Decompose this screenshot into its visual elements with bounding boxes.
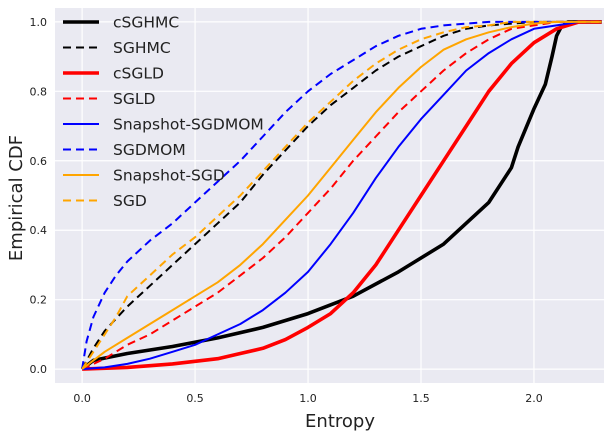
legend-label-snapshot-sgd: Snapshot-SGD	[113, 167, 225, 185]
legend-label-csghmc: cSGHMC	[113, 14, 179, 32]
y-axis-label: Empirical CDF	[6, 135, 27, 261]
legend-label-snapshot-sgdmom: Snapshot-SGDMOM	[113, 116, 264, 134]
legend: cSGHMC SGHMC cSGLD SGLD Snapshot-SGDMOM SGDMO…	[63, 14, 264, 210]
y-tick-label: 0.0	[30, 363, 48, 376]
plot-background	[55, 8, 604, 383]
y-tick-label: 0.6	[30, 155, 48, 168]
series-line-snapshot-sgdmom	[82, 20, 602, 371]
legend-label-sgd: SGD	[113, 192, 147, 210]
legend-label-sgdmom: SGDMOM	[113, 141, 186, 159]
legend-label-sgld: SGLD	[113, 90, 155, 108]
series-lines	[81, 20, 602, 371]
legend-label-sghmc: SGHMC	[113, 39, 171, 57]
y-tick-label: 0.4	[30, 224, 48, 237]
x-tick-label: 1.0	[299, 392, 317, 405]
x-tick-label: 2.0	[525, 392, 543, 405]
tick-labels: 0.0 0.5 1.0 1.5 2.0 0.0 0.2 0.4 0.6 0.8 1.0	[30, 16, 543, 405]
x-tick-label: 0.5	[186, 392, 204, 405]
series-line-csgld	[82, 20, 602, 371]
x-axis-label: Entropy	[305, 411, 375, 432]
x-tick-label: 1.5	[412, 392, 430, 405]
x-tick-label: 0.0	[73, 392, 91, 405]
y-tick-label: 0.8	[30, 85, 48, 98]
y-tick-label: 0.2	[30, 294, 48, 307]
series-line-sgd	[81, 20, 602, 370]
series-line-sgld	[81, 20, 602, 371]
series-line-sghmc	[81, 20, 602, 370]
legend-label-csgld: cSGLD	[113, 65, 164, 83]
series-line-csghmc	[81, 20, 602, 371]
y-tick-label: 1.0	[30, 16, 48, 29]
series-line-snapshot-sgd	[81, 20, 602, 370]
